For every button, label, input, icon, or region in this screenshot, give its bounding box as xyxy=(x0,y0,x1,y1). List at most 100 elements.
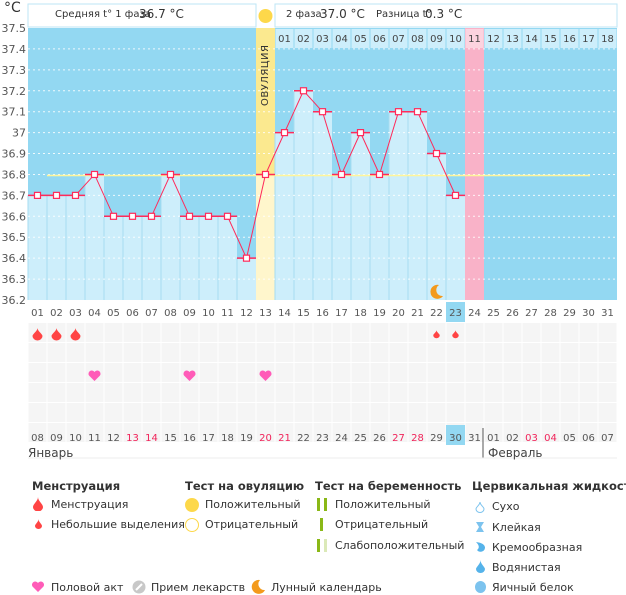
symptom-cell xyxy=(313,403,332,422)
cycle-day-label: 30 xyxy=(582,308,595,319)
y-tick-label: 36.2 xyxy=(2,294,27,307)
symptom-cell xyxy=(560,423,579,442)
symptom-cell xyxy=(104,423,123,442)
intercourse-heart-icon xyxy=(88,370,101,381)
y-tick-label: 37.5 xyxy=(2,22,27,35)
temperature-point xyxy=(204,212,213,220)
calendar-date-label: 02 xyxy=(506,433,519,444)
menstruation-drop-icon xyxy=(70,328,81,341)
calendar-date-label: 15 xyxy=(164,433,177,444)
symptom-cell xyxy=(351,343,370,362)
temperature-bar xyxy=(28,195,47,300)
symptom-cell xyxy=(47,423,66,442)
symptom-cell xyxy=(275,343,294,362)
y-tick-label: 37.2 xyxy=(2,85,27,98)
symptom-cell xyxy=(484,343,503,362)
phase1-label: Средняя t° 1 фаза xyxy=(55,9,151,20)
diff-value: 0.3 °C xyxy=(425,7,463,21)
phase2-day-cell xyxy=(522,29,541,48)
temperature-point xyxy=(432,149,441,158)
menstruation-drop-icon xyxy=(32,328,43,341)
temperature-bar xyxy=(123,216,142,300)
symptom-cell xyxy=(503,403,522,422)
phase2-day-label: 08 xyxy=(411,34,424,45)
symptom-cell xyxy=(332,383,351,402)
temperature-point xyxy=(337,170,346,179)
legend-pregnancy-positive: Положительный xyxy=(335,498,431,511)
temperature-bar xyxy=(218,216,237,300)
symptom-cell xyxy=(560,363,579,382)
calendar-date-label: 22 xyxy=(297,433,310,444)
heart-icon xyxy=(31,581,45,592)
phase2-day-label: 14 xyxy=(525,34,538,45)
calendar-date-label: 01 xyxy=(487,433,500,444)
calendar-date-label: 06 xyxy=(582,433,595,444)
symptom-cell xyxy=(66,383,85,402)
symptom-cell xyxy=(199,343,218,362)
symptom-cell xyxy=(104,343,123,362)
temperature-point xyxy=(261,170,270,179)
temperature-point xyxy=(71,191,80,199)
cycle-day-label: 16 xyxy=(316,308,329,319)
symptom-cell xyxy=(598,423,617,442)
symptom-cell xyxy=(370,323,389,342)
symptom-cell xyxy=(503,363,522,382)
legend-cf-dry: Сухо xyxy=(492,500,520,513)
phase2-day-cell xyxy=(427,29,446,48)
symptom-cell xyxy=(484,363,503,382)
phase2-day-label: 05 xyxy=(354,34,367,45)
calendar-date-label: 13 xyxy=(126,433,139,444)
symptom-cell xyxy=(294,423,313,442)
symptom-cell xyxy=(199,423,218,442)
phase2-day-cell xyxy=(579,29,598,48)
temperature-point xyxy=(166,170,175,179)
symptom-cell xyxy=(560,343,579,362)
symptom-cell xyxy=(199,403,218,422)
symptom-cell xyxy=(313,423,332,442)
small-drop-icon xyxy=(35,519,42,529)
symptom-cell xyxy=(370,363,389,382)
legend-pregnancy-negative: Отрицательный xyxy=(335,518,429,531)
sun-icon xyxy=(185,498,199,512)
temperature-point xyxy=(413,108,422,116)
cycle-day-label: 14 xyxy=(278,308,291,319)
phase2-day-cell xyxy=(313,29,332,48)
creamy-icon xyxy=(476,542,485,552)
symptom-cell xyxy=(408,323,427,342)
calendar-date-label: 19 xyxy=(240,433,253,444)
cycle-day-label: 11 xyxy=(221,308,234,319)
month-january: Январь xyxy=(28,446,74,460)
cycle-day-label: 07 xyxy=(145,308,158,319)
symptom-cell xyxy=(104,323,123,342)
symptom-cell xyxy=(237,383,256,402)
symptom-cell xyxy=(522,343,541,362)
symptom-cell xyxy=(142,423,161,442)
symptom-cell xyxy=(522,323,541,342)
y-tick-label: 37 xyxy=(12,127,26,140)
calendar-date-label: 28 xyxy=(411,433,424,444)
calendar-date-label: 25 xyxy=(354,433,367,444)
calendar-date-label: 10 xyxy=(69,433,82,444)
symptom-cell xyxy=(332,403,351,422)
calendar-date-label: 21 xyxy=(278,433,291,444)
y-tick-label: 37.1 xyxy=(2,106,27,119)
symptom-cell xyxy=(541,363,560,382)
symptom-cell xyxy=(598,403,617,422)
symptom-cell xyxy=(142,363,161,382)
symptom-cell xyxy=(123,343,142,362)
today-highlight xyxy=(446,302,465,322)
symptom-cell xyxy=(66,423,85,442)
calendar-date-label: 11 xyxy=(88,433,101,444)
temperature-point xyxy=(356,129,365,137)
symptom-cell xyxy=(28,343,47,362)
egg-white-icon xyxy=(475,581,486,593)
symptom-cell xyxy=(47,363,66,382)
cycle-day-label: 24 xyxy=(468,308,481,319)
spotting-drop-icon xyxy=(452,330,459,339)
symptom-cell xyxy=(47,383,66,402)
symptom-cell xyxy=(237,403,256,422)
symptom-cell xyxy=(104,383,123,402)
symptom-cell xyxy=(579,323,598,342)
symptom-cell xyxy=(123,383,142,402)
symptom-cell xyxy=(161,403,180,422)
